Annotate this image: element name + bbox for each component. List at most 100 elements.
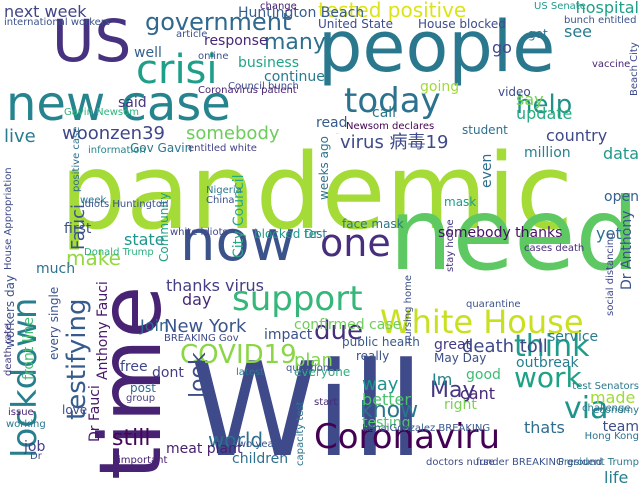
cloud-word: virus 病毒19 bbox=[340, 132, 449, 153]
cloud-word: White House bbox=[380, 303, 584, 341]
cloud-word: death rate bbox=[3, 323, 14, 376]
cloud-word: going bbox=[420, 79, 460, 95]
cloud-word: update bbox=[516, 104, 573, 123]
cloud-word: crisi bbox=[136, 47, 218, 93]
cloud-word: doctors nurse bbox=[426, 457, 495, 468]
cloud-word: today bbox=[344, 81, 441, 121]
cloud-word: pandemic bbox=[60, 131, 574, 253]
cloud-word: Will bbox=[190, 334, 425, 486]
cloud-word: day bbox=[182, 290, 212, 309]
cloud-word: made bbox=[590, 388, 636, 407]
cloud-word: dont bbox=[152, 365, 184, 381]
cloud-word: Nigeria bbox=[206, 185, 242, 196]
cloud-word: right bbox=[444, 397, 477, 413]
cloud-word: KenaiGonzalez BREAKING bbox=[362, 423, 491, 434]
cloud-word: two year bbox=[234, 439, 278, 450]
cloud-word: face mask bbox=[342, 217, 404, 231]
cloud-word: need bbox=[389, 176, 639, 293]
cloud-word: virus bbox=[336, 134, 339, 135]
cloud-word: thanks virus bbox=[166, 276, 265, 295]
cloud-word: every single bbox=[47, 286, 61, 360]
cloud-word: public health bbox=[342, 335, 420, 349]
cloud-word: US Senate bbox=[534, 1, 586, 12]
cloud-word: Join bbox=[140, 316, 170, 335]
cloud-word: somebody bbox=[186, 123, 280, 144]
cloud-word: free bbox=[120, 359, 148, 375]
cloud-word: President Trump bbox=[557, 457, 639, 468]
cloud-word: new case bbox=[6, 76, 231, 132]
cloud-word: BREAKING Gov bbox=[164, 333, 239, 344]
cloud-word: look bbox=[186, 352, 211, 398]
cloud-word: Dr Anthony bbox=[619, 210, 635, 290]
cloud-word: House blocked bbox=[418, 17, 506, 31]
cloud-word: information bbox=[88, 145, 146, 156]
cloud-word: work bbox=[514, 361, 582, 394]
cloud-word: mask bbox=[444, 195, 477, 209]
cloud-word: Council bunch bbox=[228, 81, 299, 92]
cloud-word: everyone bbox=[294, 365, 351, 379]
cloud-word: better bbox=[362, 390, 411, 409]
cloud-word: one bbox=[320, 221, 391, 265]
cloud-word: service bbox=[548, 329, 599, 345]
cloud-word: continue bbox=[264, 69, 325, 85]
cloud-word: love bbox=[62, 403, 88, 417]
cloud-word: know bbox=[360, 398, 419, 423]
cloud-word: challenge bbox=[582, 403, 631, 414]
cloud-word: economy bbox=[593, 405, 639, 416]
cloud-word: US bbox=[52, 7, 132, 75]
cloud-word: cases death bbox=[524, 243, 585, 254]
cloud-word: start bbox=[314, 397, 338, 408]
cloud-word: weeks ago bbox=[317, 136, 331, 200]
cloud-word: change bbox=[260, 1, 297, 12]
cloud-word: test Senators bbox=[572, 381, 639, 392]
cloud-word: May bbox=[430, 378, 476, 403]
cloud-word: death toll bbox=[462, 336, 548, 357]
cloud-word: bunch entitled bbox=[564, 15, 637, 26]
cloud-word: week bbox=[80, 195, 107, 206]
cloud-word: issue bbox=[8, 407, 34, 418]
cloud-word: Huntington Beach bbox=[238, 5, 365, 21]
cloud-word: plan bbox=[294, 350, 333, 371]
cloud-word: nursing home bbox=[403, 275, 414, 344]
cloud-word: now bbox=[180, 209, 296, 274]
cloud-word: Gavin Newsom bbox=[64, 107, 139, 118]
cloud-word: people bbox=[318, 6, 556, 88]
cloud-word: tested positive bbox=[318, 0, 467, 22]
cloud-word: country bbox=[546, 126, 608, 145]
cloud-word: say bbox=[516, 90, 544, 109]
cloud-word: data bbox=[602, 144, 639, 163]
cloud-word: still bbox=[112, 426, 151, 451]
cloud-word: support bbox=[232, 279, 363, 319]
cloud-word: white idiots bbox=[170, 227, 228, 238]
cloud-word: impact bbox=[264, 327, 313, 343]
cloud-word: life bbox=[604, 468, 629, 487]
cloud-word: next week bbox=[4, 2, 87, 21]
cloud-word: Dr Fauci bbox=[87, 385, 103, 442]
cloud-word: response bbox=[204, 33, 268, 49]
cloud-word: help bbox=[516, 90, 573, 120]
cloud-word: government bbox=[145, 8, 292, 36]
cloud-word: latest bbox=[236, 367, 265, 378]
cloud-word: great bbox=[434, 337, 472, 353]
cloud-word: Im bbox=[432, 370, 453, 389]
cloud-word: United State bbox=[318, 17, 394, 31]
cloud-word: woonzen39 bbox=[62, 123, 165, 144]
cloud-word: important bbox=[118, 455, 168, 466]
cloud-word: Donald Trump bbox=[84, 247, 154, 258]
cloud-word: House Appropriation bbox=[3, 167, 14, 270]
cloud-word: online bbox=[198, 51, 229, 62]
cloud-word: much bbox=[36, 261, 76, 277]
cloud-word: Hong Kong bbox=[584, 431, 639, 442]
cloud-word: question bbox=[286, 363, 330, 374]
cloud-word: really bbox=[356, 349, 390, 363]
cloud-word: entitled white bbox=[188, 143, 257, 154]
cloud-word: social distancing bbox=[605, 232, 616, 316]
cloud-word: positive case bbox=[71, 126, 82, 192]
cloud-word: due bbox=[314, 316, 363, 346]
cloud-word: COVID19 bbox=[180, 340, 297, 370]
cloud-word: thats bbox=[524, 418, 565, 437]
cloud-word: job bbox=[24, 439, 46, 455]
cloud-word: Coronavirus patient bbox=[198, 85, 297, 96]
cloud-word: meat plant bbox=[166, 441, 243, 457]
cloud-word: quarantine bbox=[466, 299, 521, 310]
